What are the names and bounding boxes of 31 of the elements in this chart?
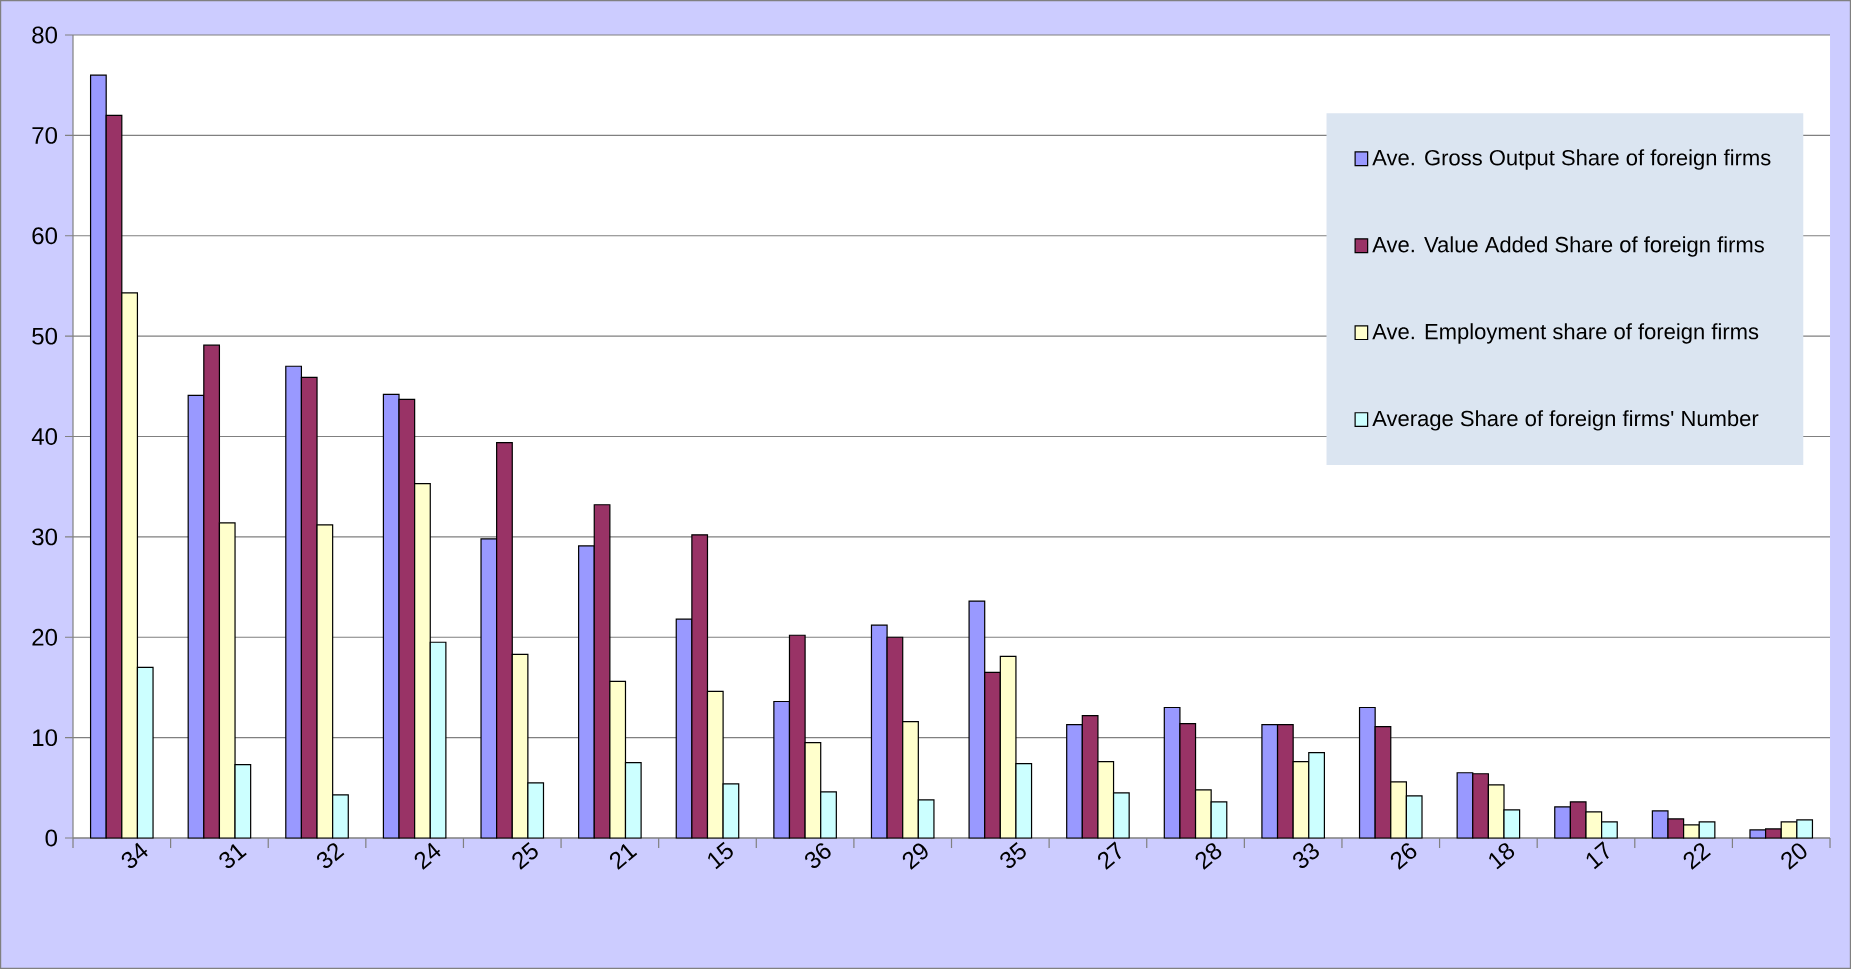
x-tick-label: 28	[1195, 843, 1222, 870]
y-tick-label: 50	[32, 327, 58, 345]
legend-label: Ave. Value Added Share of foreign firms	[1372, 236, 1764, 257]
legend-label: Ave. Employment share of foreign firms	[1372, 323, 1759, 344]
x-tick-label: 25	[512, 842, 538, 870]
legend-label: Ave. Gross Output Share of foreign firms	[1372, 149, 1771, 170]
x-tick-label: 29	[902, 843, 928, 870]
x-tick-label: 18	[1489, 843, 1515, 870]
x-tick-label: 34	[121, 842, 148, 869]
y-tick-label: 0	[45, 829, 58, 847]
legend-label: Average Share of foreign firms' Number	[1372, 410, 1759, 431]
x-tick-label: 36	[805, 843, 831, 869]
x-tick-label: 27	[1097, 841, 1121, 870]
x-tick-label: 15	[708, 841, 733, 870]
y-tick-label: 60	[32, 227, 58, 245]
x-tick-label: 21	[609, 844, 638, 870]
x-tick-label: 17	[1586, 841, 1609, 870]
y-tick-label: 70	[32, 126, 58, 144]
y-tick-label: 30	[32, 528, 58, 546]
y-tick-label: 10	[33, 729, 58, 747]
x-tick-label: 35	[1000, 842, 1026, 869]
x-tick-label: 24	[414, 842, 441, 870]
y-tick-label: 80	[32, 26, 58, 44]
x-tick-label: 33	[1293, 843, 1319, 869]
y-tick-label: 40	[31, 428, 58, 445]
x-tick-label: 26	[1390, 843, 1417, 870]
x-tick-label: 22	[1683, 843, 1711, 870]
x-tick-label: 32	[316, 843, 345, 869]
x-tick-label: 20	[1781, 843, 1807, 870]
x-tick-label: 31	[219, 844, 247, 869]
y-tick-label: 20	[32, 628, 58, 646]
